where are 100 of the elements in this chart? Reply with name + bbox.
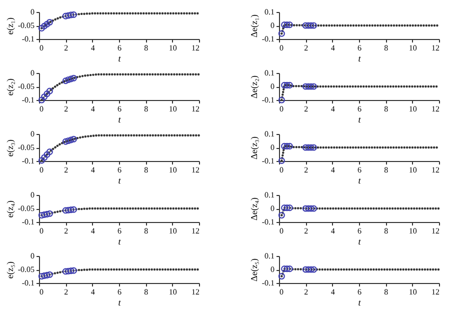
x-tick-label: 6 [118,166,122,174]
y-tick-label: 0.1 [264,68,274,78]
x-axis-title: t [358,176,362,186]
point [38,24,45,32]
y-tick-label: -0.1 [262,218,274,226]
point [308,144,314,151]
x-tick-label: 0 [40,166,44,174]
x-tick-label: 10 [168,288,177,296]
x-tick-label: 8 [384,104,388,114]
point [281,142,288,150]
x-tick-label: 8 [144,44,148,52]
y-tick-label: 0.1 [264,252,274,260]
point [38,96,45,104]
y-tick-label: -0.05 [18,21,34,30]
x-tick-label: 2 [64,44,68,52]
x-tick-label: 4 [90,104,95,114]
y-tick-label: 0 [270,265,274,274]
point [281,82,288,88]
y-tick-label: -0.1 [22,218,34,226]
x-tick-label: 10 [168,104,177,114]
x-tick-label: 6 [358,44,362,52]
point [305,205,312,212]
x-tick-label: 10 [408,44,417,52]
point [302,205,309,212]
point [310,22,317,29]
x-tick-label: 8 [384,226,388,236]
x-tick-label: 4 [90,44,95,52]
y-tick-label: 0 [270,204,274,213]
x-tick-label: 10 [408,288,417,296]
x-tick-label: 2 [64,104,68,114]
x-tick-label: 8 [144,104,148,114]
x-tick-label: 0 [40,288,44,296]
y-axis-title: e(z₄) [4,200,15,218]
point [284,204,290,212]
point [281,266,288,272]
y-axis-title: Δe(z₁) [248,14,259,38]
point [305,83,312,90]
x-tick-label: 10 [168,226,177,236]
point [305,22,312,29]
x-tick-label: 2 [304,44,308,52]
x-tick-label: 0 [280,226,284,236]
y-tick-label: -0.1 [262,96,274,104]
y-axis-title: Δe(z₅) [248,258,259,282]
point [286,142,293,150]
point [278,157,285,164]
x-tick-label: 12 [432,226,440,236]
x-tick-label: 2 [64,226,68,236]
x-tick-label: 4 [330,226,335,236]
point [68,76,74,82]
x-tick-label: 12 [192,288,200,296]
y-tick-label: 0 [30,252,34,260]
x-tick-label: 10 [168,44,177,52]
y-tick-label: -0.05 [18,143,34,152]
x-axis-title: t [358,114,362,124]
y-tick-label: 0 [30,130,34,138]
point [68,136,74,144]
x-tick-label: 12 [432,104,440,114]
x-axis-title: t [118,176,122,186]
x-axis-title: t [118,298,122,308]
point [302,22,309,29]
y-tick-label: -0.05 [18,204,34,213]
point [278,30,285,37]
point [310,266,317,273]
x-tick-label: 8 [384,44,388,52]
x-tick-label: 2 [64,288,68,296]
y-tick-label: -0.1 [22,156,34,166]
y-tick-label: -0.05 [18,82,34,91]
point [70,74,77,82]
x-tick-label: 2 [304,226,308,236]
x-tick-label: 4 [330,166,335,174]
point [308,266,314,273]
x-tick-label: 2 [304,104,308,114]
y-tick-label: 0 [270,21,274,30]
x-tick-label: 10 [408,166,417,174]
x-tick-label: 4 [330,104,335,114]
x-tick-label: 12 [432,288,440,296]
x-tick-label: 0 [40,104,44,114]
point [68,12,74,18]
line-series [40,207,200,216]
y-tick-label: 0.1 [264,8,274,16]
x-tick-label: 6 [358,166,362,174]
point [310,83,317,90]
x-tick-label: 2 [64,166,68,174]
y-axis-title: Δe(z₃) [248,136,259,160]
point [308,22,314,29]
point [70,11,77,18]
y-tick-label: 0 [30,190,34,200]
point [308,83,314,90]
point [41,93,48,100]
point [278,272,285,280]
x-tick-label: 6 [358,104,362,114]
point [65,137,72,144]
x-tick-label: 0 [40,226,44,236]
point [286,82,293,88]
x-axis-title: t [118,236,122,246]
x-axis-title: t [358,236,362,246]
point [284,82,290,88]
y-tick-label: -0.05 [18,265,34,274]
point [284,142,290,150]
y-tick-label: -0.1 [262,156,274,166]
